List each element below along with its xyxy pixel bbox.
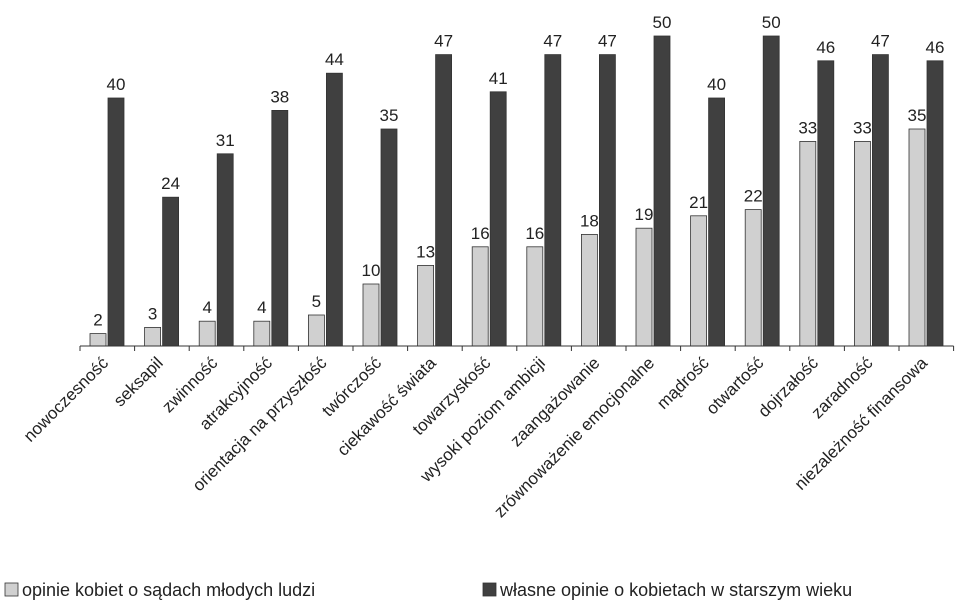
value-label: 47 bbox=[598, 32, 617, 51]
legend-label: własne opinie o kobietach w starszym wie… bbox=[499, 580, 852, 600]
value-label: 4 bbox=[257, 298, 266, 317]
bar bbox=[581, 233, 598, 347]
value-label: 50 bbox=[762, 13, 781, 32]
bar bbox=[362, 283, 380, 347]
value-label: 46 bbox=[926, 38, 945, 57]
bar bbox=[471, 246, 489, 347]
bar bbox=[107, 97, 125, 347]
value-label: 35 bbox=[908, 106, 927, 125]
x-tick-label: nowoczesność bbox=[20, 353, 113, 446]
value-label: 40 bbox=[107, 75, 126, 94]
value-label: 4 bbox=[202, 298, 211, 317]
value-label: 5 bbox=[312, 292, 321, 311]
bar bbox=[144, 326, 162, 347]
value-label: 10 bbox=[362, 261, 381, 280]
value-label: 41 bbox=[489, 69, 508, 88]
bar bbox=[253, 320, 271, 347]
value-label: 47 bbox=[871, 32, 890, 51]
bar bbox=[762, 35, 780, 347]
x-tick-label: ciekawość świata bbox=[333, 353, 440, 460]
bar bbox=[307, 314, 325, 347]
bar bbox=[817, 60, 835, 347]
bar bbox=[708, 97, 725, 347]
bar bbox=[599, 54, 616, 347]
bar bbox=[271, 110, 289, 347]
bar bbox=[653, 35, 671, 347]
value-label: 31 bbox=[216, 131, 235, 150]
bar bbox=[325, 72, 343, 347]
value-label: 44 bbox=[325, 50, 344, 69]
bar bbox=[908, 128, 926, 347]
bar bbox=[872, 54, 889, 347]
value-label: 46 bbox=[816, 38, 835, 57]
value-label: 35 bbox=[380, 106, 399, 125]
bar bbox=[926, 60, 944, 347]
value-label: 13 bbox=[416, 242, 435, 261]
value-label: 2 bbox=[93, 311, 102, 330]
bar bbox=[380, 128, 398, 347]
value-label: 33 bbox=[798, 118, 817, 137]
bar bbox=[544, 54, 562, 347]
bar bbox=[526, 246, 544, 347]
value-label: 24 bbox=[161, 174, 180, 193]
value-label: 50 bbox=[653, 13, 672, 32]
value-label: 22 bbox=[744, 187, 763, 206]
bar bbox=[89, 333, 107, 347]
bar bbox=[489, 91, 507, 347]
value-label: 38 bbox=[270, 87, 289, 106]
legend-label: opinie kobiet o sądach młodych ludzi bbox=[22, 580, 315, 600]
value-label: 16 bbox=[525, 224, 544, 243]
bar bbox=[854, 140, 871, 347]
legend-swatch bbox=[482, 582, 497, 597]
value-label: 21 bbox=[689, 193, 708, 212]
bar bbox=[198, 320, 216, 347]
value-label: 33 bbox=[853, 118, 872, 137]
bar bbox=[216, 153, 234, 347]
bar bbox=[744, 209, 762, 347]
value-label: 16 bbox=[471, 224, 490, 243]
bar bbox=[799, 140, 817, 347]
legend-swatch bbox=[4, 582, 19, 597]
value-label: 18 bbox=[580, 211, 599, 230]
bar bbox=[417, 264, 435, 347]
value-label: 19 bbox=[635, 205, 654, 224]
bar bbox=[435, 54, 453, 347]
value-label: 40 bbox=[707, 75, 726, 94]
value-label: 47 bbox=[543, 32, 562, 51]
bar bbox=[690, 215, 707, 347]
bar bbox=[162, 196, 180, 347]
value-label: 3 bbox=[148, 304, 157, 323]
value-label: 47 bbox=[434, 32, 453, 51]
bar bbox=[635, 227, 653, 347]
